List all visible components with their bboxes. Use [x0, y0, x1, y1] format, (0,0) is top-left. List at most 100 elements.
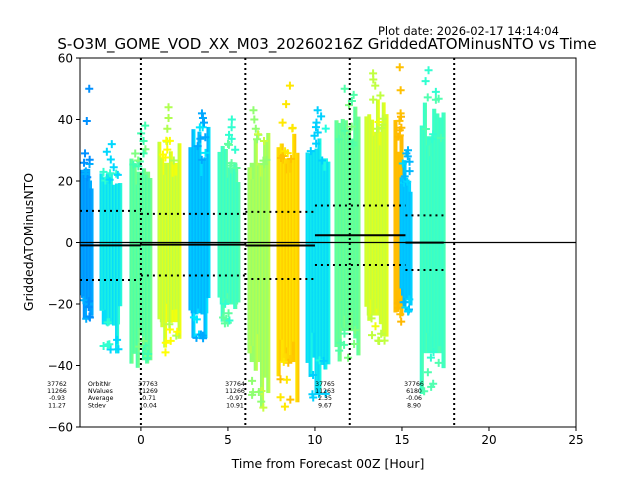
plus-marker: [279, 357, 288, 366]
plus-marker: [280, 402, 289, 411]
plus-marker: [144, 349, 153, 358]
outlier-marker: [163, 124, 172, 133]
outlier-marker: [164, 113, 173, 122]
plus-marker: [421, 125, 430, 134]
cluster-column: [111, 184, 117, 326]
outlier-marker: [317, 112, 326, 121]
x-tick-label: 5: [224, 433, 232, 447]
plus-marker: [310, 131, 319, 140]
cluster-column: [129, 158, 134, 364]
outlier-marker: [107, 140, 116, 149]
orbit-stat-value: 8.90: [407, 403, 421, 410]
plus-marker: [348, 138, 357, 147]
scatter-cluster: [334, 84, 361, 362]
cluster-column: [353, 106, 358, 339]
x-tick-label: 10: [307, 433, 322, 447]
plus-marker: [201, 148, 210, 157]
cluster-column: [323, 170, 328, 370]
plus-marker: [397, 123, 406, 132]
cluster-column: [171, 176, 176, 310]
plus-marker: [426, 353, 435, 362]
plus-marker: [161, 338, 170, 347]
cluster-column: [86, 168, 91, 309]
outlier-marker: [197, 109, 206, 118]
outlier-marker: [251, 124, 260, 133]
cluster-column: [105, 173, 110, 326]
outlier-marker: [85, 84, 94, 93]
plus-marker: [340, 329, 349, 338]
orbit-stat-value: 37765: [315, 381, 335, 388]
x-tick-label: 20: [481, 433, 496, 447]
cluster-column: [326, 161, 331, 365]
plus-marker: [429, 347, 438, 356]
cluster-column: [314, 148, 319, 394]
outlier-marker: [106, 155, 115, 164]
plus-marker: [196, 134, 205, 143]
scatter-clusters: [80, 63, 446, 412]
plus-marker: [161, 348, 170, 357]
outlier-marker: [371, 81, 380, 90]
plus-marker: [335, 346, 344, 355]
orbit-stat-value: 6180: [406, 388, 422, 395]
x-tick-label: 15: [394, 433, 409, 447]
plus-marker: [321, 124, 330, 133]
scatter-cluster: [419, 66, 446, 396]
plus-marker: [166, 336, 175, 345]
cluster-column: [408, 191, 413, 306]
scatter-cluster: [129, 121, 153, 368]
plus-marker: [281, 147, 290, 156]
orbit-stat-value: 37764: [225, 381, 245, 388]
scatter-cluster: [188, 109, 211, 343]
outlier-marker: [313, 106, 322, 115]
plus-marker: [113, 170, 122, 179]
plus-marker: [248, 376, 257, 385]
scatter-cluster: [247, 106, 271, 412]
orbit-stat-value: 9.67: [318, 403, 332, 410]
cluster-column: [396, 154, 401, 291]
plus-marker: [373, 124, 382, 133]
cluster-column: [375, 99, 380, 309]
outlier-marker: [278, 118, 287, 127]
cluster-column: [168, 151, 173, 323]
plus-marker: [109, 163, 118, 172]
plus-marker: [395, 116, 404, 125]
y-axis-label: GriddedATOMinusNTO: [21, 173, 36, 311]
plus-marker: [197, 155, 206, 164]
plus-marker: [165, 320, 174, 329]
stat-label: Stdev: [88, 403, 106, 410]
plus-marker: [113, 335, 122, 344]
cluster-column: [373, 135, 377, 313]
plus-marker: [334, 135, 343, 144]
cluster-column: [343, 120, 348, 316]
plus-marker: [380, 336, 389, 345]
outlier-marker: [225, 130, 234, 139]
outlier-marker: [285, 81, 294, 90]
outlier-marker: [82, 117, 91, 126]
plus-marker: [253, 135, 262, 144]
plus-marker: [318, 156, 327, 165]
scatter-cluster: [157, 103, 182, 357]
plus-marker: [350, 340, 359, 349]
plus-marker: [114, 345, 123, 354]
plus-marker: [288, 124, 297, 133]
orbit-stat-value: -0.06: [406, 395, 422, 402]
plus-marker: [131, 149, 140, 158]
cluster-column: [223, 149, 228, 299]
plus-marker: [309, 371, 318, 380]
plus-marker: [398, 159, 407, 168]
cluster-column: [393, 120, 398, 313]
y-tick-label: 40: [58, 113, 73, 127]
cluster-column: [399, 177, 404, 289]
cluster-column: [350, 138, 355, 312]
plus-marker: [201, 133, 210, 142]
cluster-column: [289, 172, 294, 356]
plus-marker: [232, 163, 241, 172]
plus-marker: [340, 340, 349, 349]
orbit-stat-value: 37762: [47, 381, 67, 388]
cluster-column: [226, 177, 232, 294]
cluster-column: [141, 168, 147, 361]
plus-marker: [351, 326, 360, 335]
cluster-column: [145, 174, 150, 364]
plus-marker: [423, 368, 432, 377]
cluster-column: [259, 176, 265, 408]
